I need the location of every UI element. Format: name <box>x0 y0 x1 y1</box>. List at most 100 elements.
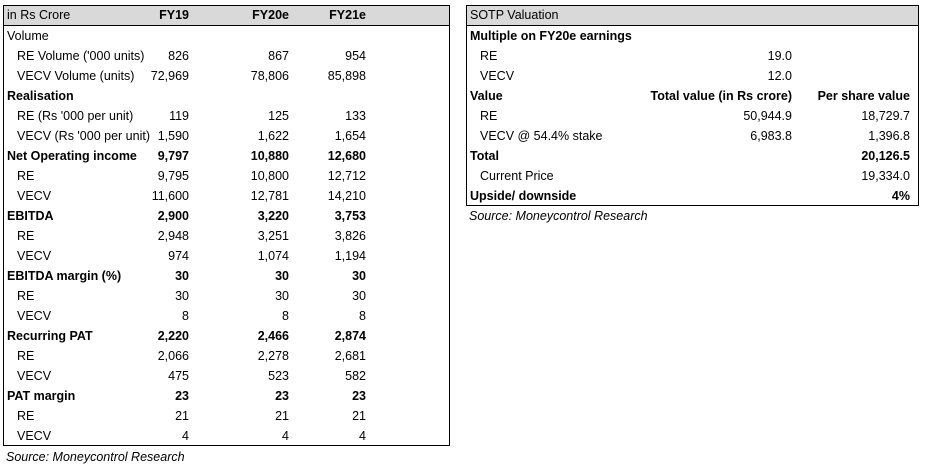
value-cell: 4 <box>282 429 289 443</box>
table-row: VECV 12.0 <box>467 66 918 86</box>
label-cell: Total <box>470 149 499 163</box>
label-cell: VECV <box>17 369 52 383</box>
value-cell: 23 <box>275 389 289 403</box>
table-row: Total 20,126.5 <box>467 146 918 166</box>
value-cell: 30 <box>352 289 366 303</box>
table-row: RE (Rs '000 per unit) 119 125 133 <box>4 106 449 126</box>
table-row: EBITDA 2,900 3,220 3,753 <box>4 206 449 226</box>
header-cell: in Rs Crore <box>7 8 71 22</box>
value-cell: 523 <box>268 369 289 383</box>
label-cell: Current Price <box>480 169 554 183</box>
value-cell: 50,944.9 <box>743 109 792 123</box>
value-cell: 30 <box>275 289 289 303</box>
table-row: Value Total value (in Rs crore) Per share … <box>467 86 918 106</box>
value-cell: 78,806 <box>250 69 289 83</box>
table-row: VECV @ 54.4% stake 6,983.8 1,396.8 <box>467 126 918 146</box>
label-cell: Net Operating income <box>7 149 137 163</box>
value-cell: 2,948 <box>157 229 189 243</box>
value-cell: 2,278 <box>257 349 289 363</box>
label-cell: RE <box>480 49 498 63</box>
table-row: RE 2,948 3,251 3,826 <box>4 226 449 246</box>
value-cell: 582 <box>345 369 366 383</box>
table-row: VECV 8 8 8 <box>4 306 449 326</box>
value-cell: 2,900 <box>157 209 189 223</box>
left-table: in Rs Crore FY19 FY20e FY21e Volume RE Volume… <box>3 5 450 446</box>
value-cell: 8 <box>282 309 289 323</box>
label-cell: RE (Rs '000 per unit) <box>17 109 134 123</box>
value-cell: 18,729.7 <box>861 109 910 123</box>
table-row: Current Price 19,334.0 <box>467 166 918 186</box>
header-row: in Rs Crore FY19 FY20e FY21e <box>4 6 449 26</box>
value-cell: 14,210 <box>327 189 366 203</box>
table-row: RE Volume ('000 units) 826 867 954 <box>4 46 449 66</box>
value-cell: 8 <box>182 309 189 323</box>
label-cell: Volume <box>7 29 49 43</box>
table-row: EBITDA margin (%) 30 30 30 <box>4 266 449 286</box>
value-cell: 23 <box>175 389 189 403</box>
value-cell: 3,826 <box>334 229 366 243</box>
header-cell: FY19 <box>159 8 189 22</box>
value-cell: 119 <box>169 109 189 123</box>
table-row: VECV Volume (units) 72,969 78,806 85,898 <box>4 66 449 86</box>
value-cell: 9,797 <box>157 149 189 163</box>
table-row: VECV 4 4 4 <box>4 426 449 446</box>
value-cell: 1,074 <box>257 249 289 263</box>
value-cell: 21 <box>352 409 366 423</box>
value-cell: Per share value <box>817 89 910 103</box>
label-cell: RE <box>17 169 35 183</box>
label-cell: VECV <box>480 69 515 83</box>
value-cell: 1,194 <box>334 249 366 263</box>
value-cell: 4 <box>359 429 366 443</box>
value-cell: 21 <box>175 409 189 423</box>
table-row: Recurring PAT 2,220 2,466 2,874 <box>4 326 449 346</box>
value-cell: 30 <box>175 269 189 283</box>
value-cell: 12,680 <box>327 149 366 163</box>
label-cell: Recurring PAT <box>7 329 93 343</box>
value-cell: 125 <box>268 109 289 123</box>
source: Source: Moneycontrol Research <box>6 450 185 464</box>
label-cell: Upside/ downside <box>470 189 577 203</box>
table-row: RE 30 30 30 <box>4 286 449 306</box>
value-cell: 4% <box>891 189 910 203</box>
value-cell: 19,334.0 <box>861 169 910 183</box>
value-cell: 12,781 <box>250 189 289 203</box>
table-row: RE 2,066 2,278 2,681 <box>4 346 449 366</box>
value-cell: 30 <box>275 269 289 283</box>
table-row: Upside/ downside 4% <box>467 186 918 206</box>
value-cell: 826 <box>168 49 189 63</box>
label-cell: RE <box>17 409 35 423</box>
table-row: Multiple on FY20e earnings <box>467 26 918 46</box>
header-cell: FY21e <box>329 8 366 22</box>
label-cell: RE <box>480 109 498 123</box>
label-cell: RE <box>17 229 35 243</box>
table-row: VECV (Rs '000 per unit) 1,590 1,622 1,654 <box>4 126 449 146</box>
value-cell: 867 <box>268 49 289 63</box>
value-cell: 974 <box>168 249 189 263</box>
value-cell: 2,466 <box>257 329 289 343</box>
table-row: Volume <box>4 26 449 46</box>
value-cell: 2,066 <box>157 349 189 363</box>
value-cell: 30 <box>175 289 189 303</box>
value-cell: 1,654 <box>334 129 366 143</box>
header-cell: SOTP Valuation <box>470 8 559 22</box>
label-cell: RE Volume ('000 units) <box>17 49 145 63</box>
value-cell: 1,396.8 <box>868 129 910 143</box>
table-row: RE 9,795 10,800 12,712 <box>4 166 449 186</box>
label-cell: Realisation <box>7 89 74 103</box>
value-cell: 21 <box>275 409 289 423</box>
table-row: Net Operating income 9,797 10,880 12,680 <box>4 146 449 166</box>
value-cell: 3,220 <box>257 209 289 223</box>
value-cell: 11,600 <box>151 189 189 203</box>
value-cell: 2,220 <box>157 329 189 343</box>
value-cell: 23 <box>352 389 366 403</box>
label-cell: VECV <box>17 429 52 443</box>
label-cell: RE <box>17 349 35 363</box>
table-row: RE 21 21 21 <box>4 406 449 426</box>
table-row: RE 19.0 <box>467 46 918 66</box>
label-cell: VECV <box>17 189 52 203</box>
value-cell: 19.0 <box>767 49 792 63</box>
label-cell: VECV Volume (units) <box>17 69 135 83</box>
value-cell: 954 <box>345 49 366 63</box>
label-cell: PAT margin <box>7 389 76 403</box>
label-cell: EBITDA <box>7 209 54 223</box>
